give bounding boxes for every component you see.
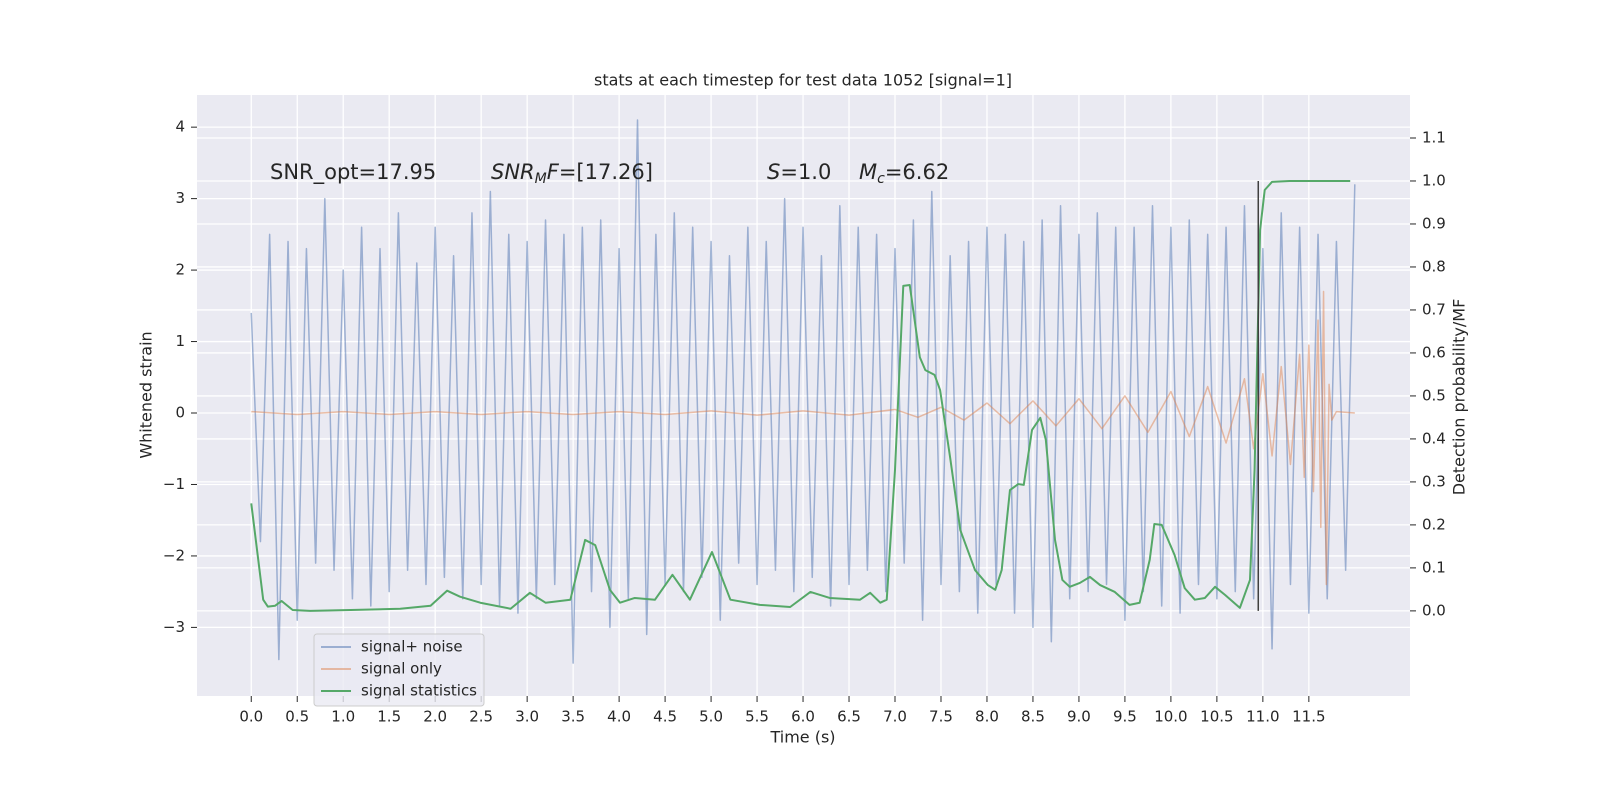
annotation-part: =6.62 [885, 160, 949, 184]
y2-axis-label: Detection probability/MF [1450, 299, 1469, 496]
y2-tick-label: 0.9 [1422, 214, 1446, 232]
legend-label: signal statistics [361, 682, 477, 700]
x-tick-label: 4.5 [653, 708, 677, 726]
annotation: SNR_opt=17.95 [270, 160, 436, 185]
x-axis-label: Time (s) [769, 728, 835, 747]
x-tick-label: 2.0 [423, 708, 447, 726]
y-axis-label: Whitened strain [137, 331, 156, 458]
y-tick-label: 0 [175, 404, 185, 422]
annotation-part: SNR_opt=17.95 [270, 160, 436, 185]
ticks: 0.0 0.5 1.0 1.5 2.0 2.5 3.0 3.5 4.0 4.5 5.0 5.5 6.0 6… [163, 118, 1446, 726]
annotation-part: M [859, 160, 877, 184]
legend-label: signal+ noise [361, 638, 463, 656]
y2-tick-label: 1.1 [1422, 128, 1446, 146]
annotation-part: M [535, 171, 547, 187]
x-tick-label: 4.0 [607, 708, 631, 726]
x-tick-label: 6.5 [837, 708, 861, 726]
annotation-part: S [767, 160, 780, 184]
series-line [250, 119, 1356, 664]
chart-title: stats at each timestep for test data 105… [594, 71, 1012, 90]
y2-tick-label: 0.6 [1422, 343, 1446, 361]
x-tick-label: 11.0 [1246, 708, 1279, 726]
annotation-part: =[17.26] [559, 160, 653, 184]
y-tick-label: 2 [175, 261, 185, 279]
y-tick-label: 1 [175, 332, 185, 350]
y2-tick-label: 0.7 [1422, 300, 1446, 318]
x-tick-label: 6.0 [791, 708, 815, 726]
x-tick-label: 7.0 [883, 708, 907, 726]
annotation-part: F [547, 160, 560, 184]
x-tick-label: 1.5 [377, 708, 401, 726]
legend-box [313, 633, 485, 707]
y-tick-label: −2 [163, 546, 185, 564]
y2-tick-label: 1.0 [1422, 171, 1446, 189]
series-line [250, 179, 1351, 612]
x-tick-label: 8.5 [1021, 708, 1045, 726]
legend: signal+ noise signal only signal statistic… [313, 633, 485, 707]
y-tick-label: −1 [163, 475, 185, 493]
series-line [251, 290, 1355, 586]
x-tick-label: 9.5 [1113, 708, 1137, 726]
y2-tick-label: 0.3 [1422, 472, 1446, 490]
annotation-part: =1.0 [780, 160, 831, 184]
annotation-part: SNR [491, 160, 535, 184]
x-tick-label: 5.0 [699, 708, 723, 726]
x-tick-label: 1.0 [331, 708, 355, 726]
y2-tick-label: 0.0 [1422, 601, 1446, 619]
y-tick-label: 4 [175, 118, 185, 136]
x-tick-label: 8.0 [975, 708, 999, 726]
x-tick-label: 3.0 [515, 708, 539, 726]
x-tick-label: 0.0 [239, 708, 263, 726]
x-tick-label: 0.5 [285, 708, 309, 726]
annotation: Mc=6.62 [859, 160, 949, 187]
annotation-part: c [877, 171, 885, 187]
y2-tick-label: 0.8 [1422, 257, 1446, 275]
x-tick-label: 9.0 [1067, 708, 1091, 726]
y-tick-label: −3 [163, 618, 185, 636]
legend-label: signal only [361, 660, 442, 678]
x-tick-label: 3.5 [561, 708, 585, 726]
x-tick-label: 11.5 [1292, 708, 1325, 726]
y2-tick-label: 0.2 [1422, 515, 1446, 533]
annotation: SNRMF=[17.26] [491, 160, 653, 187]
x-tick-label: 2.5 [469, 708, 493, 726]
y2-tick-label: 0.4 [1422, 429, 1446, 447]
annotation: S=1.0 [767, 160, 831, 184]
x-tick-label: 10.0 [1154, 708, 1187, 726]
x-tick-label: 5.5 [745, 708, 769, 726]
y2-tick-label: 0.1 [1422, 558, 1446, 576]
x-tick-label: 7.5 [929, 708, 953, 726]
x-tick-label: 10.5 [1200, 708, 1233, 726]
y2-tick-label: 0.5 [1422, 386, 1446, 404]
y-tick-label: 3 [175, 189, 185, 207]
